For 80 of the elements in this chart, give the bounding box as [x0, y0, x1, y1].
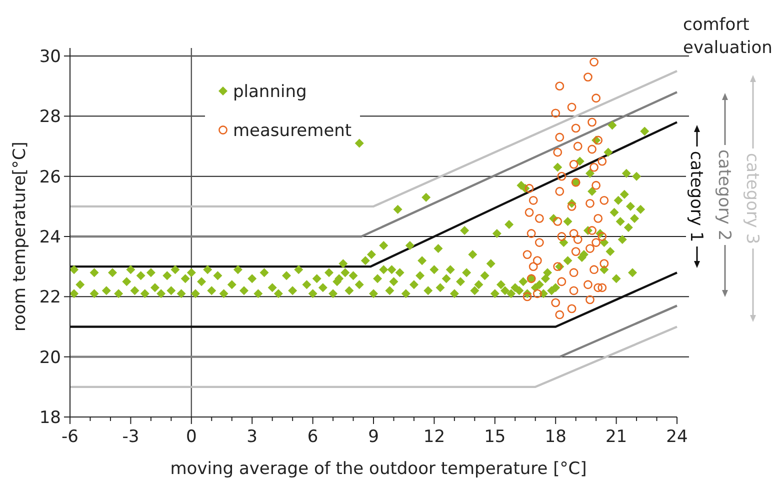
point — [592, 238, 601, 247]
point — [588, 144, 596, 154]
x-axis-title: moving average of the outdoor temperature [°C] — [170, 459, 587, 479]
point — [551, 108, 560, 118]
point — [567, 102, 576, 112]
point — [524, 208, 534, 217]
text: category 3 — [742, 152, 762, 244]
y-axis-title: room temperature[°C] — [10, 142, 30, 332]
point — [534, 238, 544, 247]
legend-label: planning — [233, 82, 307, 102]
x-tick-label: 3 — [246, 427, 258, 447]
x-tick-label: 6 — [307, 427, 318, 447]
point — [571, 247, 580, 256]
point — [528, 262, 538, 272]
text: comfort evaluation — [683, 15, 772, 58]
x-tick-label: 21 — [605, 427, 628, 447]
y-tick-label: 30 — [39, 46, 61, 67]
point — [557, 232, 566, 241]
point — [567, 304, 576, 314]
x-tick-label: -3 — [122, 427, 140, 447]
point — [555, 186, 564, 196]
y-tick-label: 22 — [39, 288, 61, 308]
point — [528, 196, 538, 205]
point — [532, 289, 542, 298]
point — [551, 298, 560, 308]
text: category 1 — [686, 150, 706, 242]
x-tick-label: 24 — [666, 427, 688, 447]
point — [594, 214, 603, 223]
point — [524, 184, 534, 193]
point — [586, 244, 594, 253]
point — [573, 142, 582, 151]
point — [590, 162, 598, 172]
y-tick-label: 28 — [39, 107, 61, 128]
point — [590, 265, 598, 274]
point — [586, 198, 594, 208]
point — [534, 214, 544, 223]
point — [592, 180, 601, 190]
y-tick-label: 18 — [39, 408, 61, 428]
point — [522, 292, 532, 302]
point — [598, 283, 607, 292]
x-tick-label: 9 — [368, 427, 379, 447]
point — [594, 283, 603, 292]
point — [598, 156, 607, 166]
point — [571, 124, 580, 133]
point — [555, 310, 564, 320]
point — [555, 132, 564, 142]
point — [553, 148, 562, 157]
text: category 2 — [714, 149, 734, 241]
point — [557, 172, 566, 181]
point — [584, 280, 592, 290]
point — [584, 72, 592, 82]
y-tick-label: 26 — [39, 167, 61, 188]
point — [569, 229, 578, 238]
point — [569, 286, 578, 296]
point — [569, 160, 578, 169]
point — [588, 226, 596, 235]
point — [526, 229, 536, 238]
x-tick-label: 0 — [186, 427, 197, 447]
point — [592, 94, 601, 103]
point — [532, 256, 542, 266]
point — [522, 250, 532, 259]
x-tick-label: 18 — [544, 427, 566, 447]
point — [553, 217, 562, 226]
point — [573, 235, 582, 244]
x-tick-label: 15 — [484, 427, 506, 447]
y-tick-label: 20 — [39, 348, 61, 368]
point — [590, 58, 598, 66]
x-tick-label: -6 — [62, 427, 78, 447]
point — [598, 232, 607, 241]
legend-label: measurement — [233, 120, 352, 141]
point — [600, 196, 609, 205]
point — [555, 82, 564, 91]
x-tick-label: 12 — [423, 427, 446, 447]
y-tick-label: 24 — [39, 227, 61, 248]
point — [586, 295, 594, 304]
point — [557, 277, 566, 286]
point — [569, 268, 578, 278]
point — [600, 259, 609, 268]
point — [588, 118, 596, 127]
point — [567, 202, 576, 211]
